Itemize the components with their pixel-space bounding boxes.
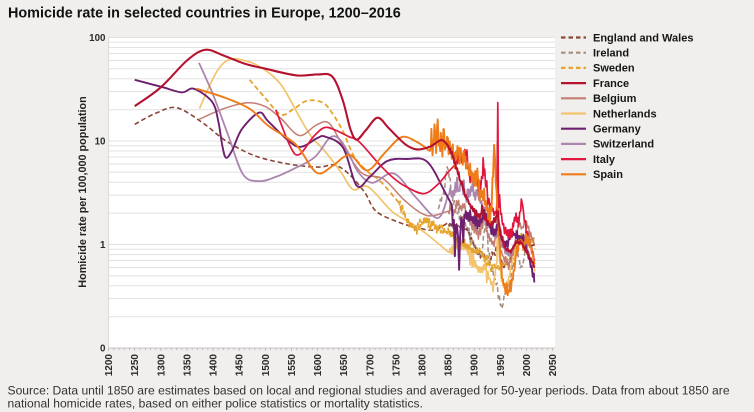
svg-text:Netherlands: Netherlands: [593, 108, 657, 120]
svg-text:2050: 2050: [548, 354, 559, 377]
svg-text:Homicide rate per 100,000 popu: Homicide rate per 100,000 population: [77, 96, 89, 287]
svg-text:Italy: Italy: [593, 154, 616, 166]
svg-text:1900: 1900: [470, 354, 481, 377]
svg-text:Spain: Spain: [593, 169, 623, 181]
svg-text:1700: 1700: [365, 354, 376, 377]
svg-text:1450: 1450: [235, 354, 246, 377]
svg-text:10: 10: [95, 136, 106, 147]
svg-text:Homicide rate in selected coun: Homicide rate in selected countries in E…: [8, 6, 401, 22]
svg-text:1400: 1400: [209, 354, 220, 377]
svg-text:Germany: Germany: [593, 124, 642, 136]
svg-text:Switzerland: Switzerland: [593, 139, 654, 151]
svg-text:1300: 1300: [156, 354, 167, 377]
svg-text:0: 0: [100, 343, 106, 354]
svg-text:national homicide rates, based: national homicide rates, based on either…: [8, 397, 423, 411]
svg-text:1950: 1950: [496, 354, 507, 377]
svg-text:1500: 1500: [261, 354, 272, 377]
svg-text:1: 1: [100, 240, 106, 251]
svg-text:Belgium: Belgium: [593, 93, 637, 105]
svg-text:1600: 1600: [313, 354, 324, 377]
svg-text:1850: 1850: [444, 354, 455, 377]
svg-text:1800: 1800: [418, 354, 429, 377]
svg-text:2000: 2000: [522, 354, 533, 377]
svg-text:1250: 1250: [130, 354, 141, 377]
svg-text:100: 100: [89, 33, 106, 44]
svg-text:1550: 1550: [287, 354, 298, 377]
svg-text:Ireland: Ireland: [593, 48, 629, 60]
svg-text:1750: 1750: [391, 354, 402, 377]
svg-text:Sweden: Sweden: [593, 63, 635, 75]
svg-text:1650: 1650: [339, 354, 350, 377]
svg-text:1350: 1350: [183, 354, 194, 377]
svg-text:France: France: [593, 78, 629, 90]
svg-text:Source: Data until 1850 are es: Source: Data until 1850 are estimates ba…: [8, 384, 730, 398]
svg-text:England and Wales: England and Wales: [593, 32, 693, 44]
svg-text:1200: 1200: [104, 354, 115, 377]
